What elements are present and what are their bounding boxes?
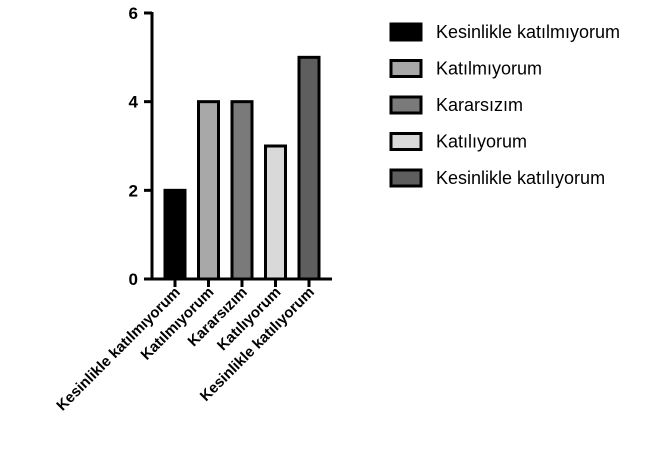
- y-tick-label: 4: [129, 93, 139, 112]
- y-tick-label: 0: [129, 270, 138, 289]
- legend-label-1: Kesinlikle katılmıyorum: [436, 22, 620, 42]
- legend-swatch-4: [389, 132, 423, 151]
- legend-swatch-2: [389, 59, 423, 78]
- legend-label-2: Katılmıyorum: [436, 59, 542, 79]
- bar-1: [163, 188, 187, 281]
- legend-label-5: Kesinlikle katılıyorum: [436, 168, 605, 188]
- y-tick-label: 2: [129, 181, 138, 200]
- legend-swatch-1: [389, 22, 423, 42]
- legend-label-3: Kararsızım: [436, 95, 523, 115]
- x-tick-label: Kesinlikle katılmıyorum: [53, 284, 184, 415]
- bar-4: [264, 144, 287, 281]
- legend-label-4: Katılıyorum: [436, 132, 527, 152]
- legend-swatch-5: [389, 168, 423, 188]
- legend-swatch-3: [389, 95, 423, 115]
- bar-3: [230, 100, 254, 281]
- legend: Kesinlikle katılmıyorum Katılmıyorum Karar…: [389, 22, 620, 188]
- y-tick-label: 6: [129, 4, 138, 23]
- bar-5: [297, 55, 321, 281]
- bar-2: [197, 100, 220, 281]
